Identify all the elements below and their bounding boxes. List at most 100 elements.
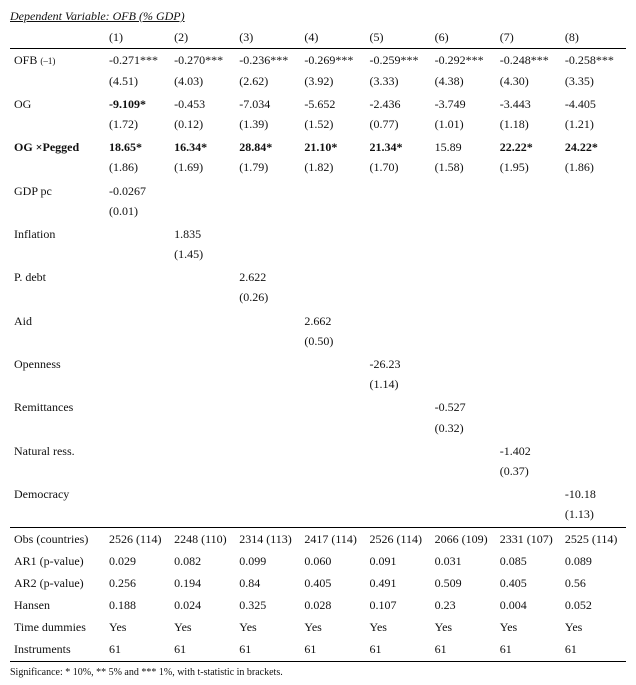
cell: 0.405	[300, 572, 365, 594]
cell: -5.652	[300, 93, 365, 115]
cell: Yes	[170, 616, 235, 638]
col-header: (3)	[235, 26, 300, 49]
significance-footnote: Significance: * 10%, ** 5% and *** 1%, w…	[10, 666, 626, 680]
cell: Yes	[496, 616, 561, 638]
row-ar1: AR1 (p-value) 0.029 0.082 0.099 0.060 0.…	[10, 550, 626, 572]
cell: -2.436	[366, 93, 431, 115]
cell: (4.30)	[496, 72, 561, 93]
cell: 16.34*	[170, 136, 235, 158]
cell: 2331 (107)	[496, 527, 561, 550]
cell: -10.18	[561, 483, 626, 505]
cell: (1.58)	[431, 158, 496, 179]
cell: Yes	[366, 616, 431, 638]
row-label: GDP pc	[10, 180, 105, 202]
row-og-pegged: OG ×Pegged 18.65* 16.34* 28.84* 21.10* 2…	[10, 136, 626, 158]
cell: (0.37)	[496, 462, 561, 483]
cell: (3.35)	[561, 72, 626, 93]
row-label: OFB (–1)	[10, 49, 105, 72]
row-pdebt-tstat: (0.26)	[10, 288, 626, 309]
row-label: Remittances	[10, 396, 105, 418]
row-ar2: AR2 (p-value) 0.256 0.194 0.84 0.405 0.4…	[10, 572, 626, 594]
cell: 1.835	[170, 223, 235, 245]
cell: 61	[170, 638, 235, 661]
cell: 2248 (110)	[170, 527, 235, 550]
row-natural-ress-tstat: (0.37)	[10, 462, 626, 483]
row-ofb-lag-tstat: (4.51) (4.03) (2.62) (3.92) (3.33) (4.38…	[10, 72, 626, 93]
row-obs: Obs (countries) 2526 (114) 2248 (110) 23…	[10, 527, 626, 550]
cell: (1.70)	[366, 158, 431, 179]
regression-table: (1) (2) (3) (4) (5) (6) (7) (8) OFB (–1)…	[10, 26, 626, 661]
cell: -0.259***	[366, 49, 431, 72]
cell: 2314 (113)	[235, 527, 300, 550]
cell: (3.92)	[300, 72, 365, 93]
cell: 0.029	[105, 550, 170, 572]
cell: 0.031	[431, 550, 496, 572]
cell: (0.32)	[431, 419, 496, 440]
cell: 0.082	[170, 550, 235, 572]
cell: 22.22*	[496, 136, 561, 158]
col-header: (5)	[366, 26, 431, 49]
row-label: OG ×Pegged	[10, 136, 105, 158]
cell: (1.45)	[170, 245, 235, 266]
cell: Yes	[300, 616, 365, 638]
cell: (1.79)	[235, 158, 300, 179]
cell: Yes	[105, 616, 170, 638]
cell: 21.10*	[300, 136, 365, 158]
row-aid: Aid 2.662	[10, 310, 626, 332]
cell: 24.22*	[561, 136, 626, 158]
cell: -9.109*	[105, 93, 170, 115]
cell: -0.292***	[431, 49, 496, 72]
cell: -0.236***	[235, 49, 300, 72]
cell: 0.107	[366, 594, 431, 616]
cell: 61	[561, 638, 626, 661]
cell: 0.004	[496, 594, 561, 616]
row-natural-ress: Natural ress. -1.402	[10, 440, 626, 462]
cell: 61	[496, 638, 561, 661]
cell: (1.14)	[366, 375, 431, 396]
cell: 61	[105, 638, 170, 661]
row-label: OG	[10, 93, 105, 115]
cell: 2.662	[300, 310, 365, 332]
cell: 0.509	[431, 572, 496, 594]
cell: -0.269***	[300, 49, 365, 72]
row-label: Hansen	[10, 594, 105, 616]
cell: Yes	[431, 616, 496, 638]
cell: 0.091	[366, 550, 431, 572]
cell: (0.01)	[105, 202, 170, 223]
col-header: (4)	[300, 26, 365, 49]
row-label: Obs (countries)	[10, 527, 105, 550]
row-label: P. debt	[10, 266, 105, 288]
row-label: Natural ress.	[10, 440, 105, 462]
row-instruments: Instruments 61 61 61 61 61 61 61 61	[10, 638, 626, 661]
cell: (1.69)	[170, 158, 235, 179]
row-label: AR1 (p-value)	[10, 550, 105, 572]
cell: -3.443	[496, 93, 561, 115]
row-label: Time dummies	[10, 616, 105, 638]
cell: -0.0267	[105, 180, 170, 202]
col-header: (6)	[431, 26, 496, 49]
row-remittances-tstat: (0.32)	[10, 419, 626, 440]
cell: 21.34*	[366, 136, 431, 158]
cell: 0.56	[561, 572, 626, 594]
row-og-tstat: (1.72) (0.12) (1.39) (1.52) (0.77) (1.01…	[10, 115, 626, 136]
cell: 0.405	[496, 572, 561, 594]
cell: 2525 (114)	[561, 527, 626, 550]
cell: (1.82)	[300, 158, 365, 179]
col-header: (2)	[170, 26, 235, 49]
cell: 0.194	[170, 572, 235, 594]
cell: (2.62)	[235, 72, 300, 93]
cell: 15.89	[431, 136, 496, 158]
cell: (3.33)	[366, 72, 431, 93]
col-header: (1)	[105, 26, 170, 49]
cell: -4.405	[561, 93, 626, 115]
cell: 0.089	[561, 550, 626, 572]
cell: (1.21)	[561, 115, 626, 136]
cell: (4.03)	[170, 72, 235, 93]
cell: (0.77)	[366, 115, 431, 136]
row-og-pegged-tstat: (1.86) (1.69) (1.79) (1.82) (1.70) (1.58…	[10, 158, 626, 179]
cell: (4.51)	[105, 72, 170, 93]
cell: Yes	[235, 616, 300, 638]
cell: -3.749	[431, 93, 496, 115]
cell: 61	[235, 638, 300, 661]
row-label: Democracy	[10, 483, 105, 505]
